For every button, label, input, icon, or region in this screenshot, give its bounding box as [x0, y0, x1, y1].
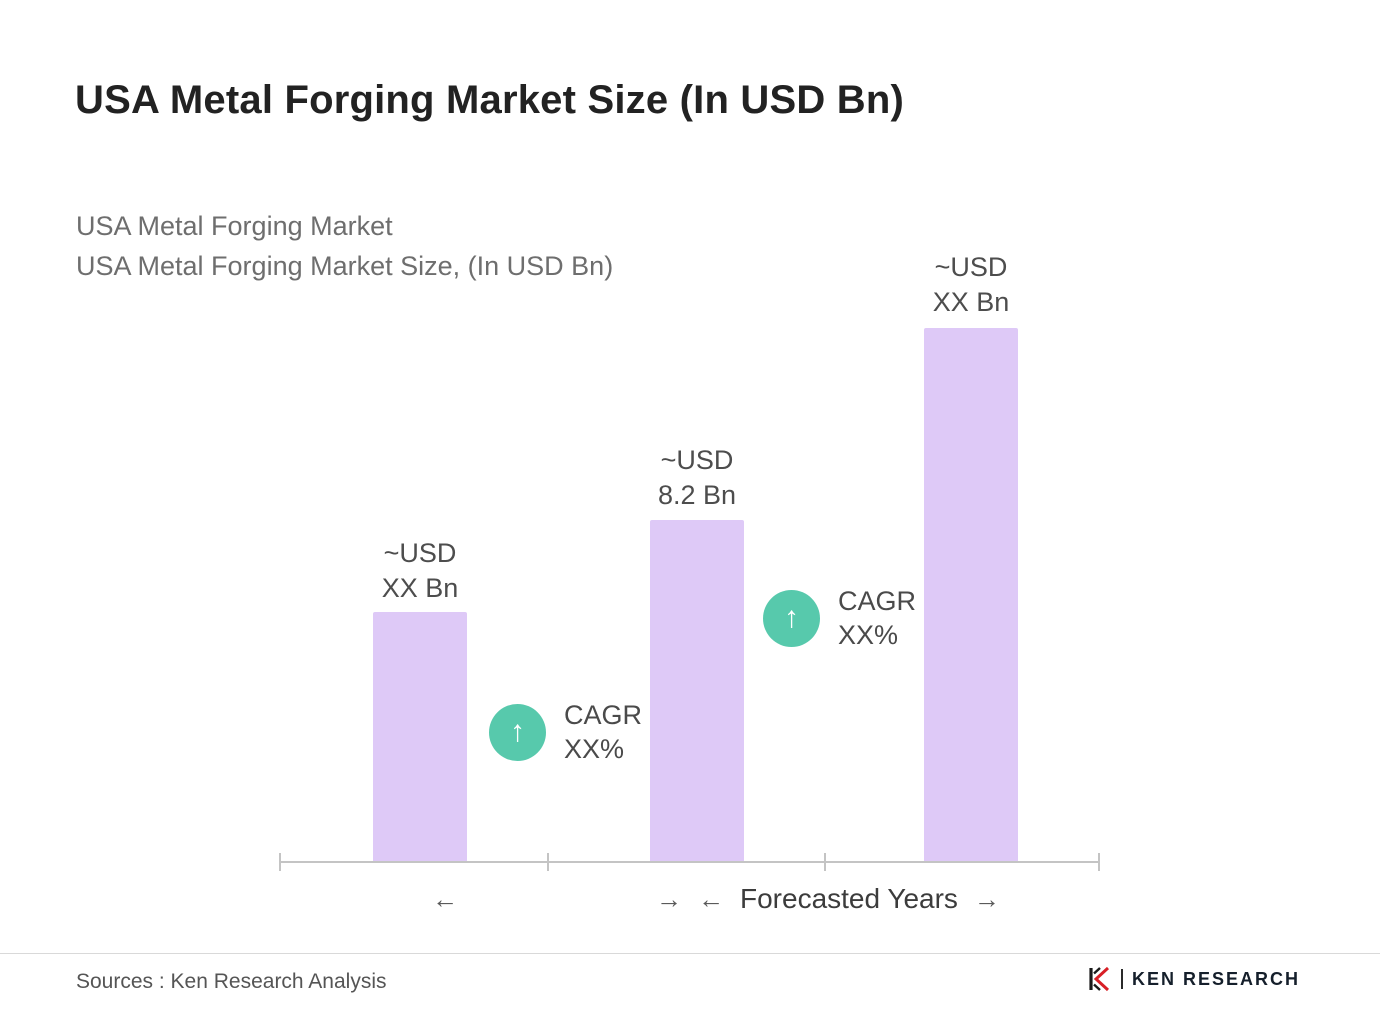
- cagr-1-value: XX%: [564, 734, 625, 764]
- forecasted-years-annotation: → ← Forecasted Years →: [656, 883, 1000, 915]
- x-axis-tick: [1098, 853, 1100, 871]
- arrow-up-icon: ↑: [510, 715, 525, 748]
- cagr-up-arrow-icon: ↑: [489, 703, 546, 761]
- bar-value-label-1-line2: XX Bn: [381, 573, 459, 603]
- logo-text: KEN RESEARCH: [1131, 968, 1300, 989]
- cagr-annotation-2: ↑ CAGR XX%: [763, 584, 916, 652]
- bar-value-label-3-line1: ~USD: [934, 252, 1008, 282]
- bar-value-label-2-line1: ~USD: [660, 445, 734, 475]
- bar-value-label-2-line2: 8.2 Bn: [657, 480, 737, 510]
- page-title: USA Metal Forging Market Size (In USD Bn…: [75, 78, 905, 122]
- bar-value-label-3-line2: XX Bn: [932, 287, 1010, 317]
- arrow-right-icon: →: [656, 884, 682, 914]
- cagr-annotation-1: ↑ CAGR XX%: [489, 698, 642, 766]
- bar-value-label-1-line1: ~USD: [383, 538, 457, 568]
- x-axis-tick: [824, 853, 826, 871]
- x-axis-tick: [547, 853, 549, 871]
- cagr-1-label: CAGR: [564, 700, 643, 730]
- arrow-right-icon: →: [973, 884, 1000, 914]
- arrow-left-icon: ←: [698, 884, 724, 914]
- footer-divider: [0, 953, 1380, 954]
- subtitle-line-2: USA Metal Forging Market Size, (In USD B…: [76, 251, 614, 281]
- logo-divider: [1120, 969, 1123, 989]
- x-axis-line: [280, 861, 1100, 863]
- sources-note: Sources : Ken Research Analysis: [76, 970, 387, 993]
- x-axis-tick: [279, 853, 281, 871]
- bar-value-label-3: ~USD XX Bn: [881, 250, 1061, 320]
- bar-market-size-2: [650, 520, 744, 863]
- bar-value-label-1: ~USD XX Bn: [330, 536, 510, 606]
- cagr-annotation-2-text: CAGR XX%: [838, 584, 916, 652]
- bar-market-size-1: [373, 612, 467, 863]
- bar-market-size-3: [924, 328, 1018, 863]
- cagr-up-arrow-icon: ↑: [763, 589, 820, 647]
- chart-subtitle: USA Metal Forging Market USA Metal Forgi…: [76, 206, 613, 286]
- arrow-up-icon: ↑: [784, 601, 799, 634]
- cagr-2-value: XX%: [838, 620, 899, 650]
- ken-research-logo-icon: [1089, 966, 1109, 992]
- bar-value-label-2: ~USD 8.2 Bn: [607, 443, 787, 513]
- subtitle-line-1: USA Metal Forging Market: [76, 211, 393, 241]
- arrow-left-icon: ←: [432, 884, 458, 914]
- forecasted-years-label: Forecasted Years: [740, 883, 958, 914]
- ken-research-logo: KEN RESEARCH: [1086, 966, 1300, 992]
- cagr-2-label: CAGR: [838, 586, 917, 616]
- cagr-annotation-1-text: CAGR XX%: [564, 698, 642, 766]
